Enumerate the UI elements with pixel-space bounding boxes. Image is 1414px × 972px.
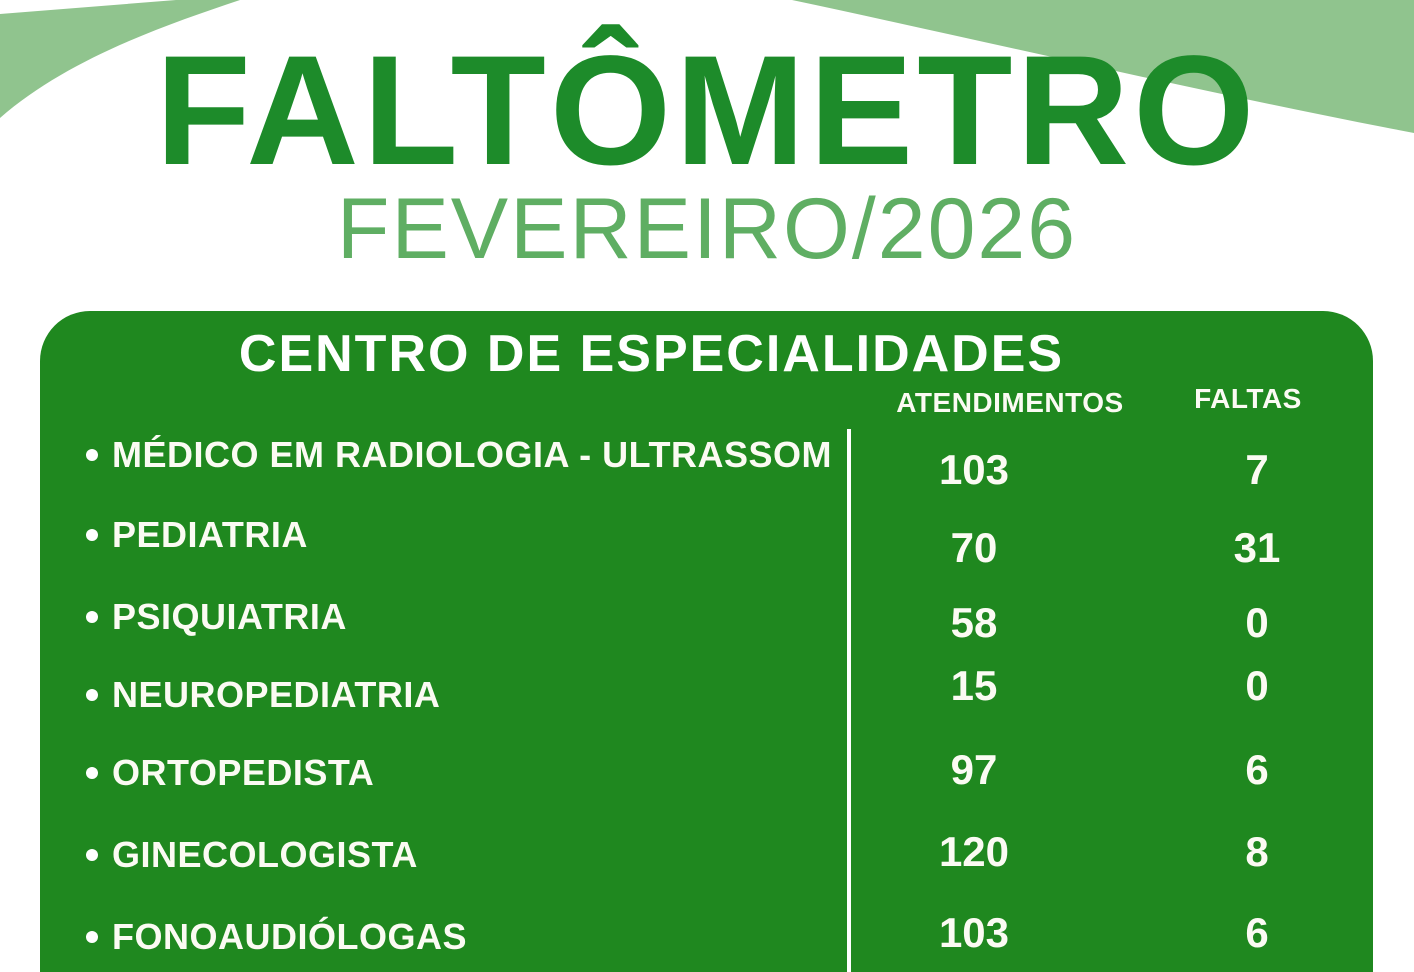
column-header-atendimentos: ATENDIMENTOS <box>896 387 1124 418</box>
bullet-icon <box>86 849 98 861</box>
table-row: GINECOLOGISTA 120 8 <box>40 825 1373 885</box>
atendimentos-value: 15 <box>950 662 998 709</box>
table-row: NEUROPEDIATRIA 15 0 <box>40 662 1373 725</box>
faltas-value: 8 <box>1245 828 1269 875</box>
specialty-label: NEUROPEDIATRIA <box>112 674 441 715</box>
atendimentos-value: 58 <box>950 599 998 646</box>
table-row: MÉDICO EM RADIOLOGIA - ULTRASSOM 103 7 <box>40 425 1373 493</box>
atendimentos-value: 120 <box>938 828 1010 875</box>
atendimentos-value: 70 <box>950 524 998 571</box>
column-divider <box>847 429 851 972</box>
atendimentos-value: 103 <box>938 446 1010 493</box>
specialty-label: ORTOPEDISTA <box>112 752 375 793</box>
panel-title: CENTRO DE ESPECIALIDADES <box>238 325 1065 383</box>
bullet-icon <box>86 689 98 701</box>
faltas-value: 6 <box>1245 746 1269 793</box>
bullet-icon <box>86 529 98 541</box>
table-row: ORTOPEDISTA 97 6 <box>40 743 1373 803</box>
table-row: FONOAUDIÓLOGAS 103 6 <box>40 907 1373 967</box>
specialties-panel: CENTRO DE ESPECIALIDADES ATENDIMENTOS FA… <box>40 311 1373 972</box>
atendimentos-value: 103 <box>938 909 1010 956</box>
bullet-icon <box>86 767 98 779</box>
bullet-icon <box>86 449 98 461</box>
specialty-label: FONOAUDIÓLOGAS <box>112 916 467 957</box>
faltas-value: 31 <box>1233 524 1281 571</box>
specialty-label: GINECOLOGISTA <box>112 834 418 875</box>
specialty-label: PSIQUIATRIA <box>112 596 347 637</box>
page-title: FALTÔMETRO <box>155 24 1259 198</box>
table-row: PSIQUIATRIA 58 0 <box>40 587 1373 647</box>
column-header-faltas: FALTAS <box>1194 383 1302 414</box>
faltas-value: 0 <box>1245 599 1269 646</box>
page-subtitle: FEVEREIRO/2026 <box>336 181 1078 277</box>
faltas-value: 7 <box>1245 446 1269 493</box>
specialty-label: PEDIATRIA <box>112 514 308 555</box>
atendimentos-value: 97 <box>950 746 998 793</box>
faltas-value: 6 <box>1245 909 1269 956</box>
specialties-table: MÉDICO EM RADIOLOGIA - ULTRASSOM 103 7 P… <box>40 311 1373 972</box>
specialty-label: MÉDICO EM RADIOLOGIA - ULTRASSOM <box>112 434 832 475</box>
bullet-icon <box>86 931 98 943</box>
faltas-value: 0 <box>1245 662 1269 709</box>
table-row: PEDIATRIA 70 31 <box>40 505 1373 571</box>
bullet-icon <box>86 611 98 623</box>
